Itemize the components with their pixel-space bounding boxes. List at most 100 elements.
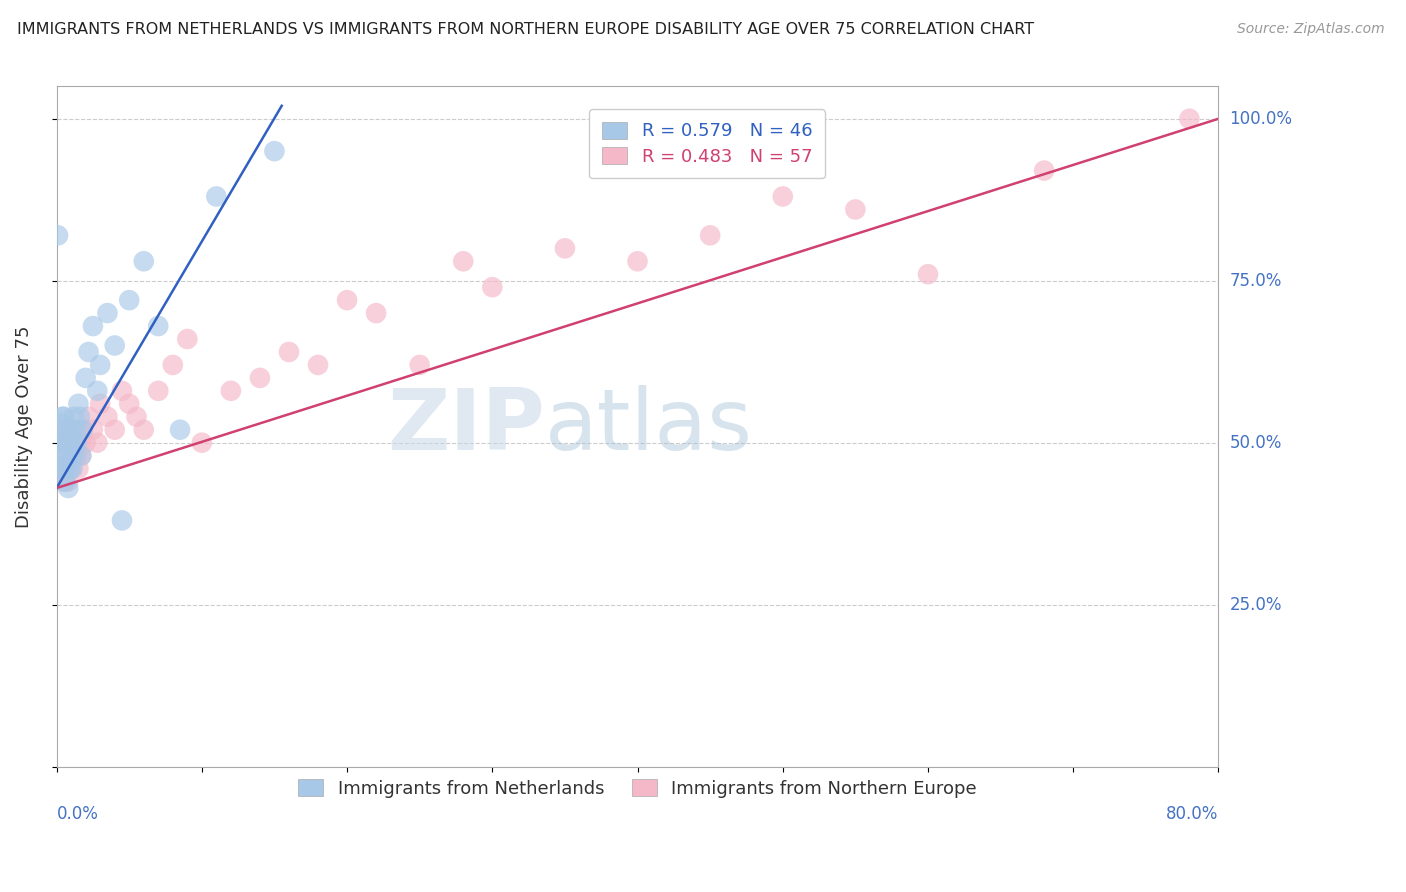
- Point: [917, 267, 939, 281]
- Point: [77, 409, 100, 424]
- Point: [148, 319, 170, 334]
- Point: [70, 449, 93, 463]
- Point: [60, 449, 83, 463]
- Point: [191, 435, 214, 450]
- Point: [125, 409, 148, 424]
- Point: [52, 435, 75, 450]
- Point: [63, 409, 86, 424]
- Point: [263, 144, 285, 158]
- Point: [66, 435, 89, 450]
- Point: [49, 461, 72, 475]
- Point: [49, 435, 72, 450]
- Point: [96, 409, 118, 424]
- Point: [53, 475, 76, 489]
- Point: [75, 435, 97, 450]
- Text: 50.0%: 50.0%: [1230, 434, 1282, 451]
- Point: [72, 423, 94, 437]
- Point: [62, 461, 84, 475]
- Point: [52, 461, 75, 475]
- Point: [481, 280, 503, 294]
- Point: [65, 423, 87, 437]
- Point: [49, 423, 72, 437]
- Point: [77, 345, 100, 359]
- Legend: Immigrants from Netherlands, Immigrants from Northern Europe: Immigrants from Netherlands, Immigrants …: [287, 768, 987, 808]
- Point: [53, 449, 76, 463]
- Point: [58, 481, 80, 495]
- Point: [205, 189, 228, 203]
- Point: [89, 397, 111, 411]
- Point: [162, 358, 184, 372]
- Point: [58, 455, 80, 469]
- Text: IMMIGRANTS FROM NETHERLANDS VS IMMIGRANTS FROM NORTHERN EUROPE DISABILITY AGE OV: IMMIGRANTS FROM NETHERLANDS VS IMMIGRANT…: [17, 22, 1033, 37]
- Point: [111, 513, 134, 527]
- Point: [60, 423, 83, 437]
- Point: [169, 423, 191, 437]
- Point: [148, 384, 170, 398]
- Text: 80.0%: 80.0%: [1166, 805, 1219, 823]
- Point: [52, 461, 75, 475]
- Point: [219, 384, 242, 398]
- Text: ZIP: ZIP: [387, 385, 544, 468]
- Text: 75.0%: 75.0%: [1230, 272, 1282, 290]
- Point: [48, 423, 70, 437]
- Point: [58, 435, 80, 450]
- Point: [51, 435, 73, 450]
- Text: atlas: atlas: [544, 385, 752, 468]
- Point: [48, 449, 70, 463]
- Point: [65, 423, 87, 437]
- Point: [75, 371, 97, 385]
- Point: [67, 397, 90, 411]
- Point: [104, 338, 127, 352]
- Point: [1033, 163, 1056, 178]
- Point: [46, 228, 69, 243]
- Point: [60, 461, 83, 475]
- Point: [69, 409, 91, 424]
- Point: [49, 416, 72, 430]
- Point: [82, 319, 104, 334]
- Point: [699, 228, 721, 243]
- Point: [62, 435, 84, 450]
- Point: [51, 475, 73, 489]
- Point: [55, 423, 77, 437]
- Point: [366, 306, 388, 320]
- Point: [132, 423, 155, 437]
- Point: [82, 423, 104, 437]
- Text: 25.0%: 25.0%: [1230, 596, 1282, 614]
- Point: [53, 449, 76, 463]
- Point: [62, 435, 84, 450]
- Y-axis label: Disability Age Over 75: Disability Age Over 75: [15, 326, 32, 528]
- Point: [72, 423, 94, 437]
- Point: [409, 358, 432, 372]
- Point: [626, 254, 648, 268]
- Point: [772, 189, 794, 203]
- Point: [451, 254, 474, 268]
- Point: [70, 449, 93, 463]
- Point: [60, 423, 83, 437]
- Point: [86, 435, 108, 450]
- Point: [67, 461, 90, 475]
- Point: [52, 409, 75, 424]
- Point: [249, 371, 271, 385]
- Point: [307, 358, 329, 372]
- Point: [176, 332, 198, 346]
- Point: [51, 435, 73, 450]
- Point: [46, 449, 69, 463]
- Point: [63, 449, 86, 463]
- Point: [58, 429, 80, 443]
- Point: [132, 254, 155, 268]
- Point: [104, 423, 127, 437]
- Point: [278, 345, 301, 359]
- Point: [53, 423, 76, 437]
- Point: [111, 384, 134, 398]
- Point: [89, 358, 111, 372]
- Point: [336, 293, 359, 307]
- Text: Source: ZipAtlas.com: Source: ZipAtlas.com: [1237, 22, 1385, 37]
- Point: [53, 475, 76, 489]
- Text: 0.0%: 0.0%: [56, 805, 98, 823]
- Point: [59, 449, 82, 463]
- Point: [59, 435, 82, 450]
- Point: [844, 202, 866, 217]
- Point: [69, 435, 91, 450]
- Point: [86, 384, 108, 398]
- Point: [59, 461, 82, 475]
